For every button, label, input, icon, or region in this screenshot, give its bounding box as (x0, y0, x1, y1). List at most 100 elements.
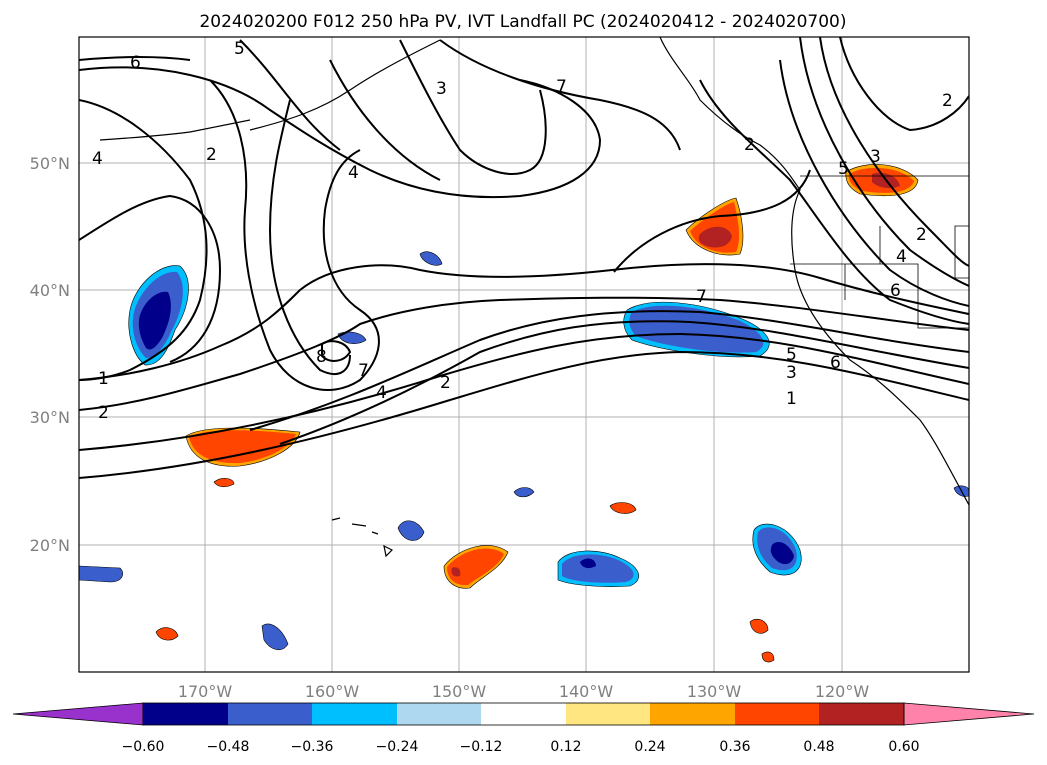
colorbar-bin (819, 703, 904, 725)
pv-contour-pv-low-3 (399, 39, 547, 175)
colorbar-extend-left (12, 702, 144, 726)
colorbar-tick-label: −0.60 (122, 739, 165, 755)
hawaiian-islands (331, 517, 394, 558)
lon-label: 170°W (178, 682, 233, 701)
neg-anomaly-small-4 (513, 487, 535, 498)
contour-label: 4 (92, 149, 103, 169)
lon-label: 140°W (559, 682, 614, 701)
colorbar-tick-label: 0.48 (803, 739, 834, 755)
lon-label: 130°W (687, 682, 742, 701)
longitude-labels: 170°W 160°W 150°W 140°W 130°W 120°W (178, 682, 870, 701)
contour-label: 2 (916, 225, 927, 245)
contour-labels: 6 5 3 7 4 2 4 2 1 2 8 7 4 2 7 5 3 1 6 5 … (92, 39, 953, 423)
colorbar-bin (143, 703, 228, 725)
neg-anomaly-small-5 (261, 623, 289, 651)
colorbar-bin (228, 703, 312, 725)
pv-contour-west-5 (79, 194, 222, 363)
colorbar-bin (650, 703, 735, 725)
colorbar-bin (312, 703, 397, 725)
pos-anomaly-small-2 (609, 502, 637, 514)
pv-contour-pv-low-4 (329, 59, 441, 181)
neg-anomaly-small-1 (419, 251, 443, 266)
state-borders (790, 225, 969, 329)
pv-contour-small-oval (321, 340, 352, 362)
pv-contour-north-6 (79, 56, 191, 61)
pv-contour-jet-5 (79, 296, 969, 411)
contour-label: 5 (786, 345, 797, 365)
contour-label: 6 (890, 281, 901, 301)
pv-contour-east-5 (779, 59, 969, 307)
pv-contour-jet-4 (249, 310, 969, 431)
contour-label: 3 (786, 363, 797, 383)
positive-anomaly-regions (155, 164, 919, 663)
lon-label: 160°W (305, 682, 360, 701)
pv-contour-ridge-7 (439, 39, 681, 151)
contour-label: 6 (130, 53, 141, 73)
neg-anomaly-west-edge (79, 565, 123, 583)
pv-contour-jet-2 (79, 332, 969, 451)
map-title: 2024020200 F012 250 hPa PV, IVT Landfall… (199, 12, 846, 32)
colorbar-tick-label: 0.12 (550, 739, 581, 755)
lat-label: 20°N (30, 536, 70, 555)
map-frame (78, 36, 970, 673)
contour-label: 7 (556, 77, 567, 97)
contour-label: 3 (870, 147, 881, 167)
lon-label: 150°W (432, 682, 487, 701)
contour-label: 2 (206, 145, 217, 165)
colorbar-tick-label: 0.36 (719, 739, 750, 755)
colorbar-bin (566, 703, 650, 725)
pv-contour-ridge-north (79, 66, 602, 199)
pos-anomaly-small-5 (761, 651, 775, 663)
contour-label: 8 (316, 347, 327, 367)
colorbar-bin (481, 703, 566, 725)
latitude-labels: 50°N 40°N 30°N 20°N (30, 154, 70, 555)
pv-contour-jet-1 (79, 350, 969, 479)
map-panel (79, 37, 969, 672)
contour-label: 7 (358, 361, 369, 381)
contour-label: 2 (744, 135, 755, 155)
coastlines (99, 37, 969, 558)
contour-label: 1 (786, 389, 797, 409)
colorbar-frame (142, 702, 905, 726)
lat-label: 50°N (30, 154, 70, 173)
colorbar-tick-label: −0.48 (207, 739, 250, 755)
colorbar-extend-right (903, 702, 1035, 726)
colorbar-tick-label: −0.36 (291, 739, 334, 755)
contour-label: 7 (696, 287, 707, 307)
pos-anomaly-small-3 (155, 627, 179, 641)
pv-contour-trough (209, 79, 380, 391)
pv-contour-pv-low-5 (239, 39, 341, 151)
pv-contour-7 (79, 263, 969, 381)
colorbar-tick-label: 0.24 (634, 739, 665, 755)
contour-label: 5 (234, 39, 245, 59)
contour-label: 2 (440, 373, 451, 393)
alaska-coast (249, 39, 441, 131)
pv-contour-east-4 (799, 37, 969, 287)
pv-contour-trough-2 (268, 99, 351, 375)
contour-label: 2 (942, 91, 953, 111)
contour-label: 4 (896, 247, 907, 267)
colorbar-bin (397, 703, 481, 725)
contour-label: 2 (98, 403, 109, 423)
pv-contour-east-cutoff (613, 169, 811, 273)
lat-label: 30°N (30, 408, 70, 427)
neg-anomaly-small-3 (397, 520, 425, 541)
contour-label: 3 (436, 79, 447, 99)
colorbar: −0.60 −0.48 −0.36 −0.24 −0.12 0.12 0.24 … (12, 702, 1035, 755)
contour-label: 1 (98, 369, 109, 389)
contour-label: 5 (838, 159, 849, 179)
colorbar-bin (735, 703, 819, 725)
pv-contour-east-6 (699, 79, 969, 325)
pos-anomaly-small-4 (749, 618, 769, 634)
contour-label: 4 (348, 163, 359, 183)
pv-contour-west-4 (79, 99, 208, 381)
aleutian-islands (99, 119, 251, 141)
pv-contour-east-2 (839, 37, 969, 132)
lat-label: 40°N (30, 281, 70, 300)
pos-anomaly-small-1 (213, 478, 235, 488)
lon-label: 120°W (815, 682, 870, 701)
negative-anomaly-regions (79, 251, 969, 651)
contour-label: 6 (830, 353, 841, 373)
contour-label: 4 (376, 383, 387, 403)
colorbar-tick-label: −0.24 (376, 739, 419, 755)
